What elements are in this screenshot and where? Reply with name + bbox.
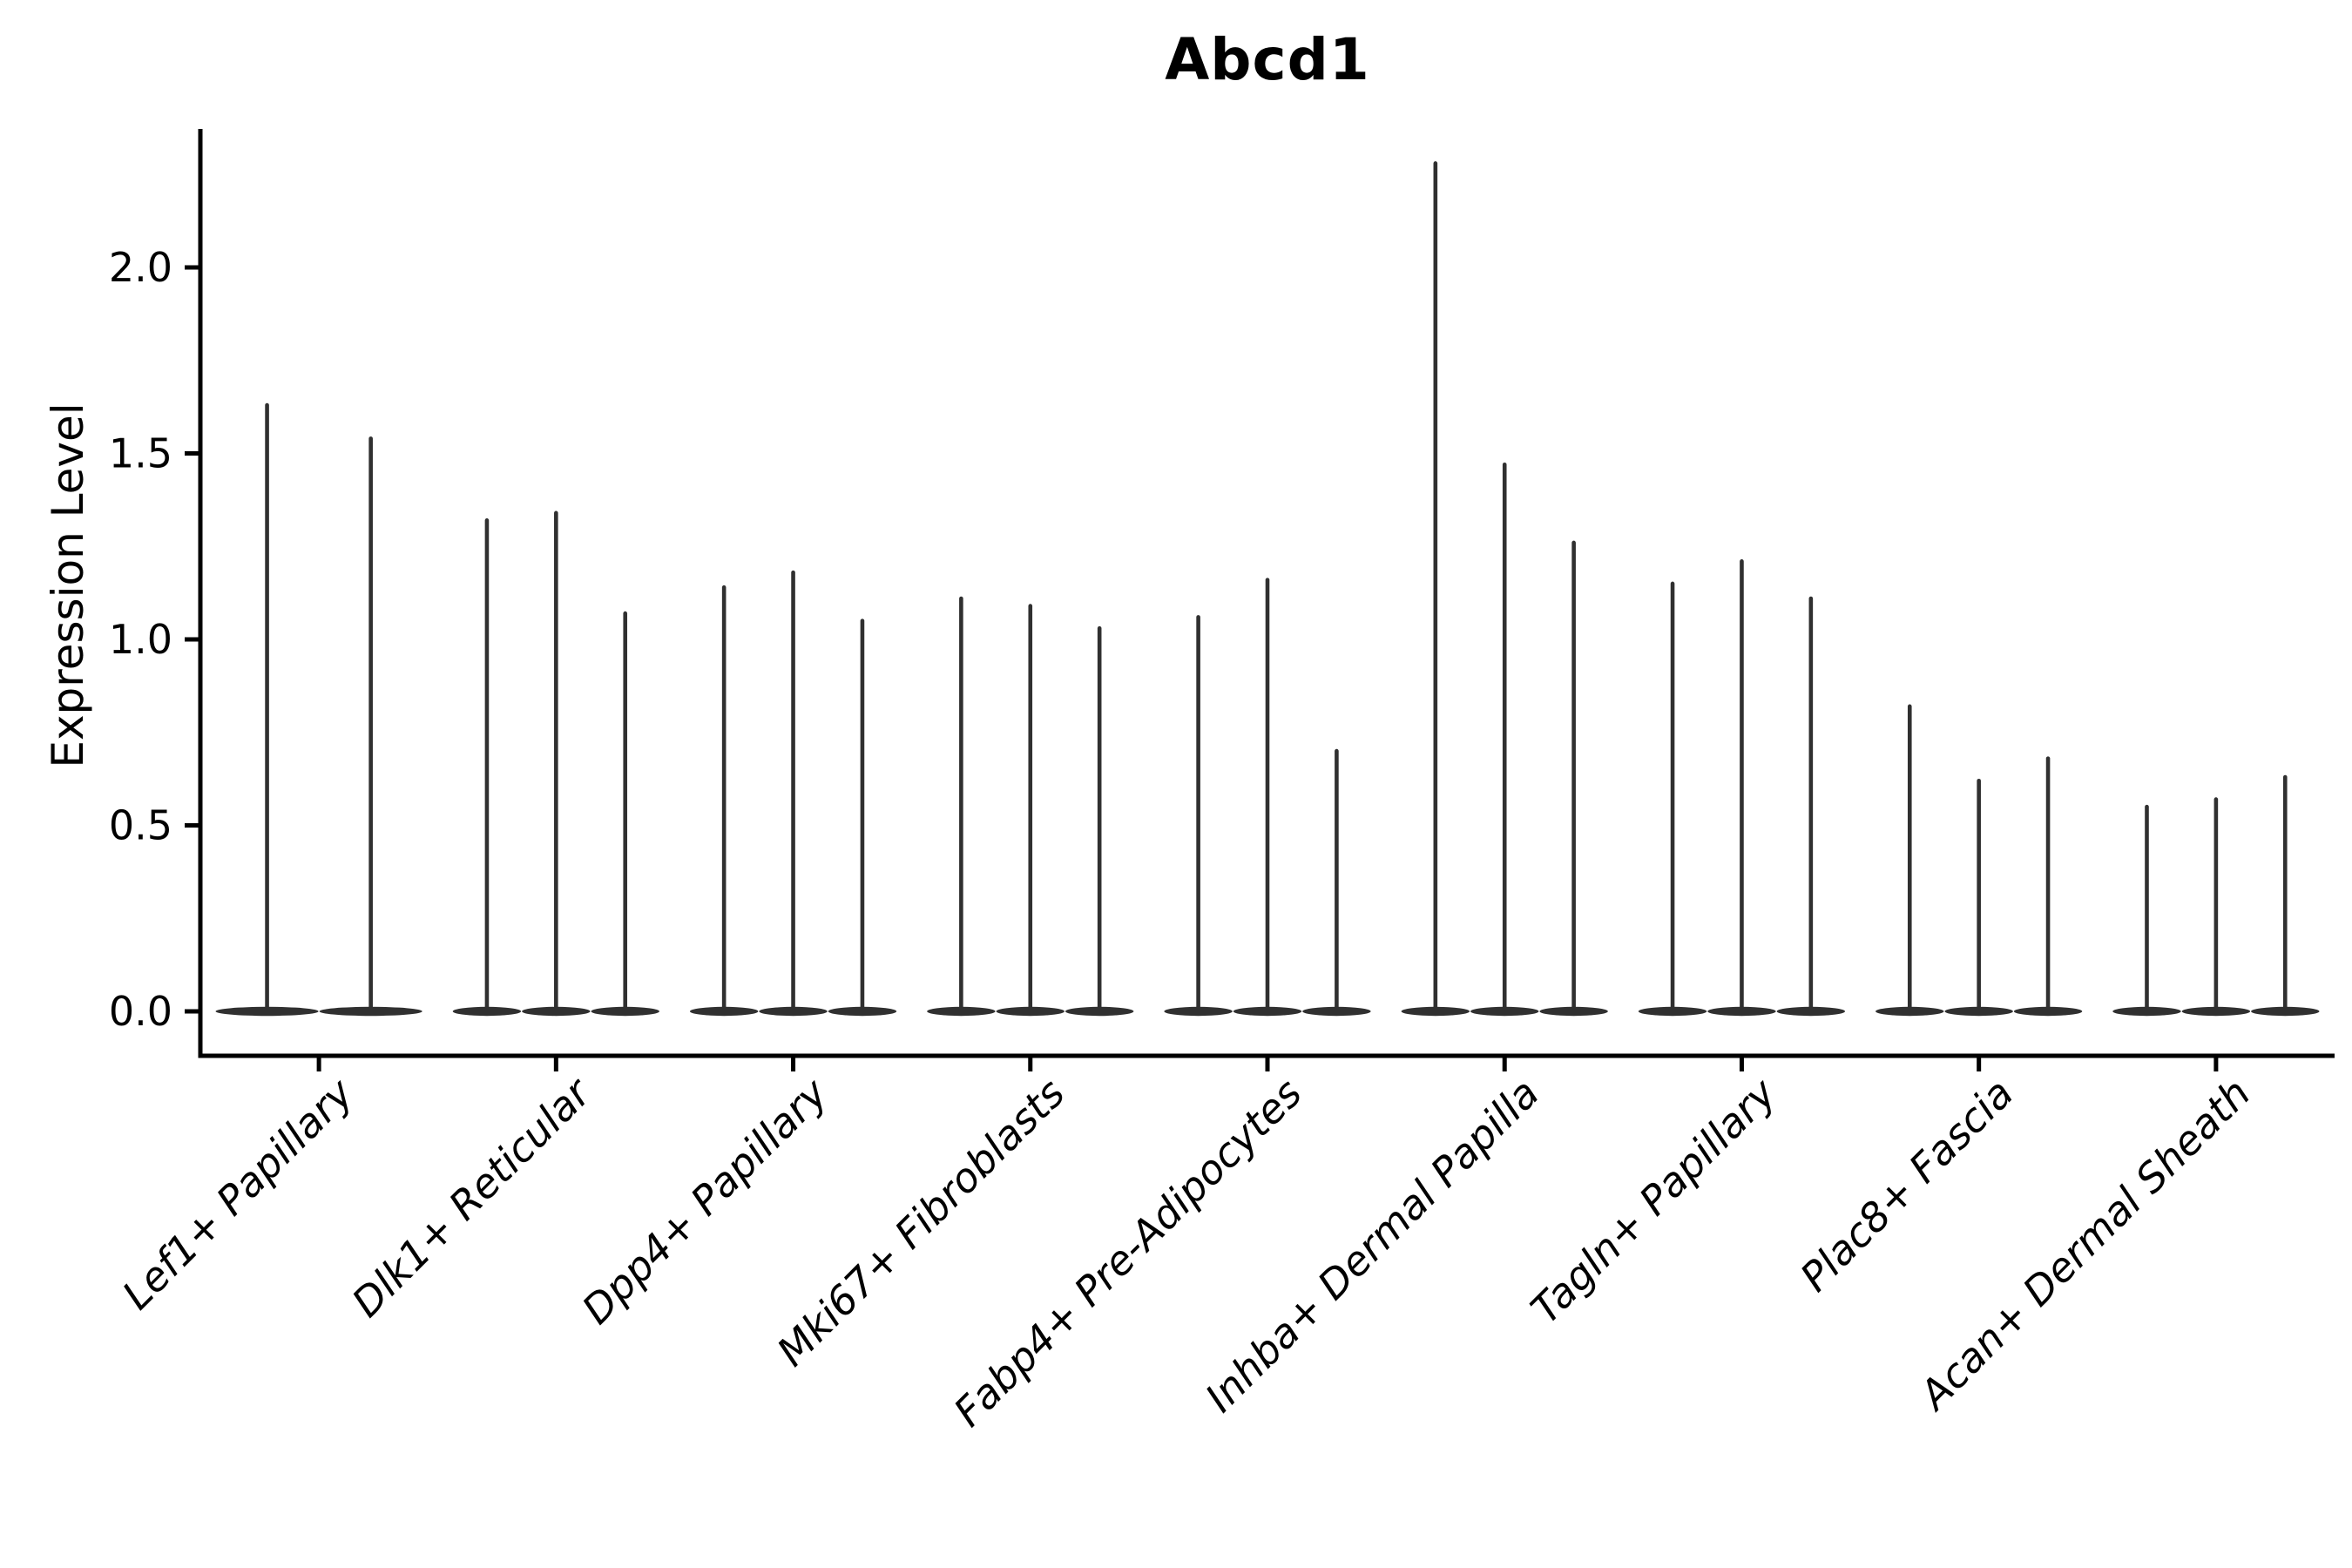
violin (927, 596, 996, 1017)
x-tick-label: Dlk1+ Reticular (342, 1067, 601, 1326)
violin (2112, 804, 2181, 1017)
violin (1401, 161, 1470, 1017)
violin (1233, 578, 1302, 1017)
violin (1539, 540, 1608, 1017)
violin (1638, 581, 1707, 1017)
violin (1302, 748, 1371, 1017)
violin (689, 585, 759, 1017)
violin (452, 518, 522, 1017)
x-tick-label: Lef1+ Papillary (113, 1069, 362, 1318)
x-tick-label: Dpp4+ Papillary (573, 1069, 837, 1333)
violin (1944, 778, 2013, 1017)
violin (2181, 797, 2251, 1017)
violin (996, 604, 1064, 1017)
violin (759, 570, 828, 1017)
violin (2013, 756, 2083, 1017)
violin (319, 436, 422, 1017)
violin (591, 611, 659, 1017)
chart-title: Abcd1 (1165, 26, 1370, 93)
y-tick-label: 1.0 (109, 616, 172, 663)
violin (2251, 774, 2320, 1017)
y-tick-label: 0.5 (109, 802, 172, 849)
violin (828, 618, 897, 1017)
violin (215, 402, 319, 1017)
violin (1164, 615, 1233, 1017)
y-tick-label: 1.5 (109, 430, 172, 477)
violin (1776, 596, 1846, 1017)
violin (1064, 625, 1134, 1017)
x-tick-label: Tagln+ Papillary (1522, 1069, 1786, 1333)
y-tick-label: 0.0 (109, 988, 172, 1035)
violin (1470, 463, 1539, 1017)
x-tick-label: Plac8+ Fascia (1791, 1070, 2022, 1301)
violin (1707, 559, 1776, 1017)
y-tick-label: 2.0 (109, 244, 172, 291)
violin (1876, 704, 1944, 1017)
violin (522, 510, 591, 1017)
